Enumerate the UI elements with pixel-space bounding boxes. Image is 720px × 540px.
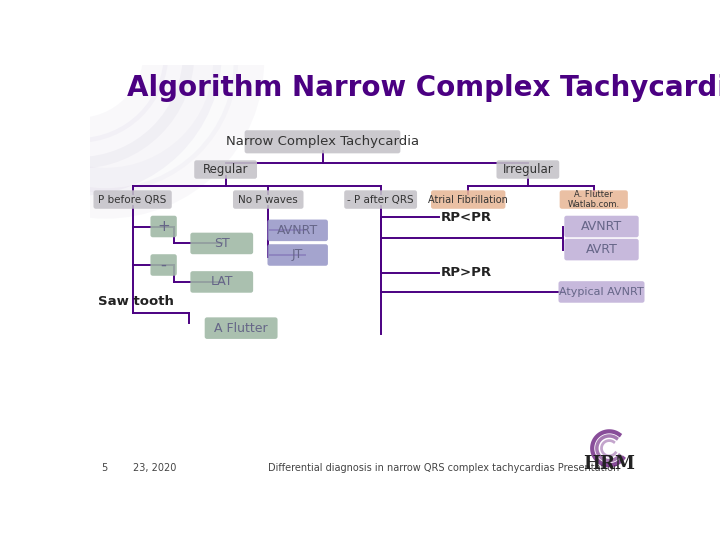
Text: Regular: Regular: [203, 163, 248, 176]
FancyBboxPatch shape: [559, 190, 628, 209]
FancyBboxPatch shape: [344, 190, 417, 209]
Text: Atrial Fibrillation: Atrial Fibrillation: [428, 194, 508, 205]
Text: JT: JT: [292, 248, 303, 261]
Text: A. Flutter
Watlab.com.: A. Flutter Watlab.com.: [567, 190, 620, 209]
Text: Saw tooth: Saw tooth: [98, 295, 174, 308]
Text: ST: ST: [214, 237, 230, 250]
Text: LAT: LAT: [210, 275, 233, 288]
FancyBboxPatch shape: [559, 281, 644, 303]
Text: AVNRT: AVNRT: [277, 224, 318, 237]
Text: +: +: [157, 219, 170, 234]
FancyBboxPatch shape: [497, 160, 559, 179]
Text: 5: 5: [101, 463, 107, 473]
FancyBboxPatch shape: [245, 130, 400, 153]
Text: A Flutter: A Flutter: [215, 322, 268, 335]
Text: AVRT: AVRT: [585, 243, 618, 256]
Text: Differential diagnosis in narrow QRS complex tachycardias Presentation: Differential diagnosis in narrow QRS com…: [269, 463, 620, 473]
FancyBboxPatch shape: [267, 220, 328, 241]
FancyBboxPatch shape: [564, 239, 639, 260]
FancyBboxPatch shape: [150, 254, 177, 276]
FancyBboxPatch shape: [194, 160, 257, 179]
FancyBboxPatch shape: [150, 215, 177, 237]
Text: RP>PR: RP>PR: [441, 266, 492, 279]
Text: Atypical AVNRT: Atypical AVNRT: [559, 287, 644, 297]
FancyBboxPatch shape: [267, 244, 328, 266]
FancyBboxPatch shape: [190, 271, 253, 293]
Text: HRM: HRM: [583, 455, 635, 472]
Text: P before QRS: P before QRS: [99, 194, 167, 205]
Text: -: -: [161, 256, 166, 274]
FancyBboxPatch shape: [564, 215, 639, 237]
FancyBboxPatch shape: [431, 190, 505, 209]
Text: 23, 2020: 23, 2020: [132, 463, 176, 473]
FancyBboxPatch shape: [94, 190, 172, 209]
FancyBboxPatch shape: [204, 318, 277, 339]
Text: Algorithm Narrow Complex Tachycardia: Algorithm Narrow Complex Tachycardia: [127, 74, 720, 102]
Text: Irregular: Irregular: [503, 163, 553, 176]
Text: No P waves: No P waves: [238, 194, 298, 205]
Text: - P after QRS: - P after QRS: [347, 194, 414, 205]
Text: Narrow Complex Tachycardia: Narrow Complex Tachycardia: [226, 136, 419, 148]
FancyBboxPatch shape: [190, 233, 253, 254]
FancyBboxPatch shape: [233, 190, 304, 209]
Text: RP<PR: RP<PR: [441, 211, 492, 224]
Text: AVNRT: AVNRT: [581, 220, 622, 233]
